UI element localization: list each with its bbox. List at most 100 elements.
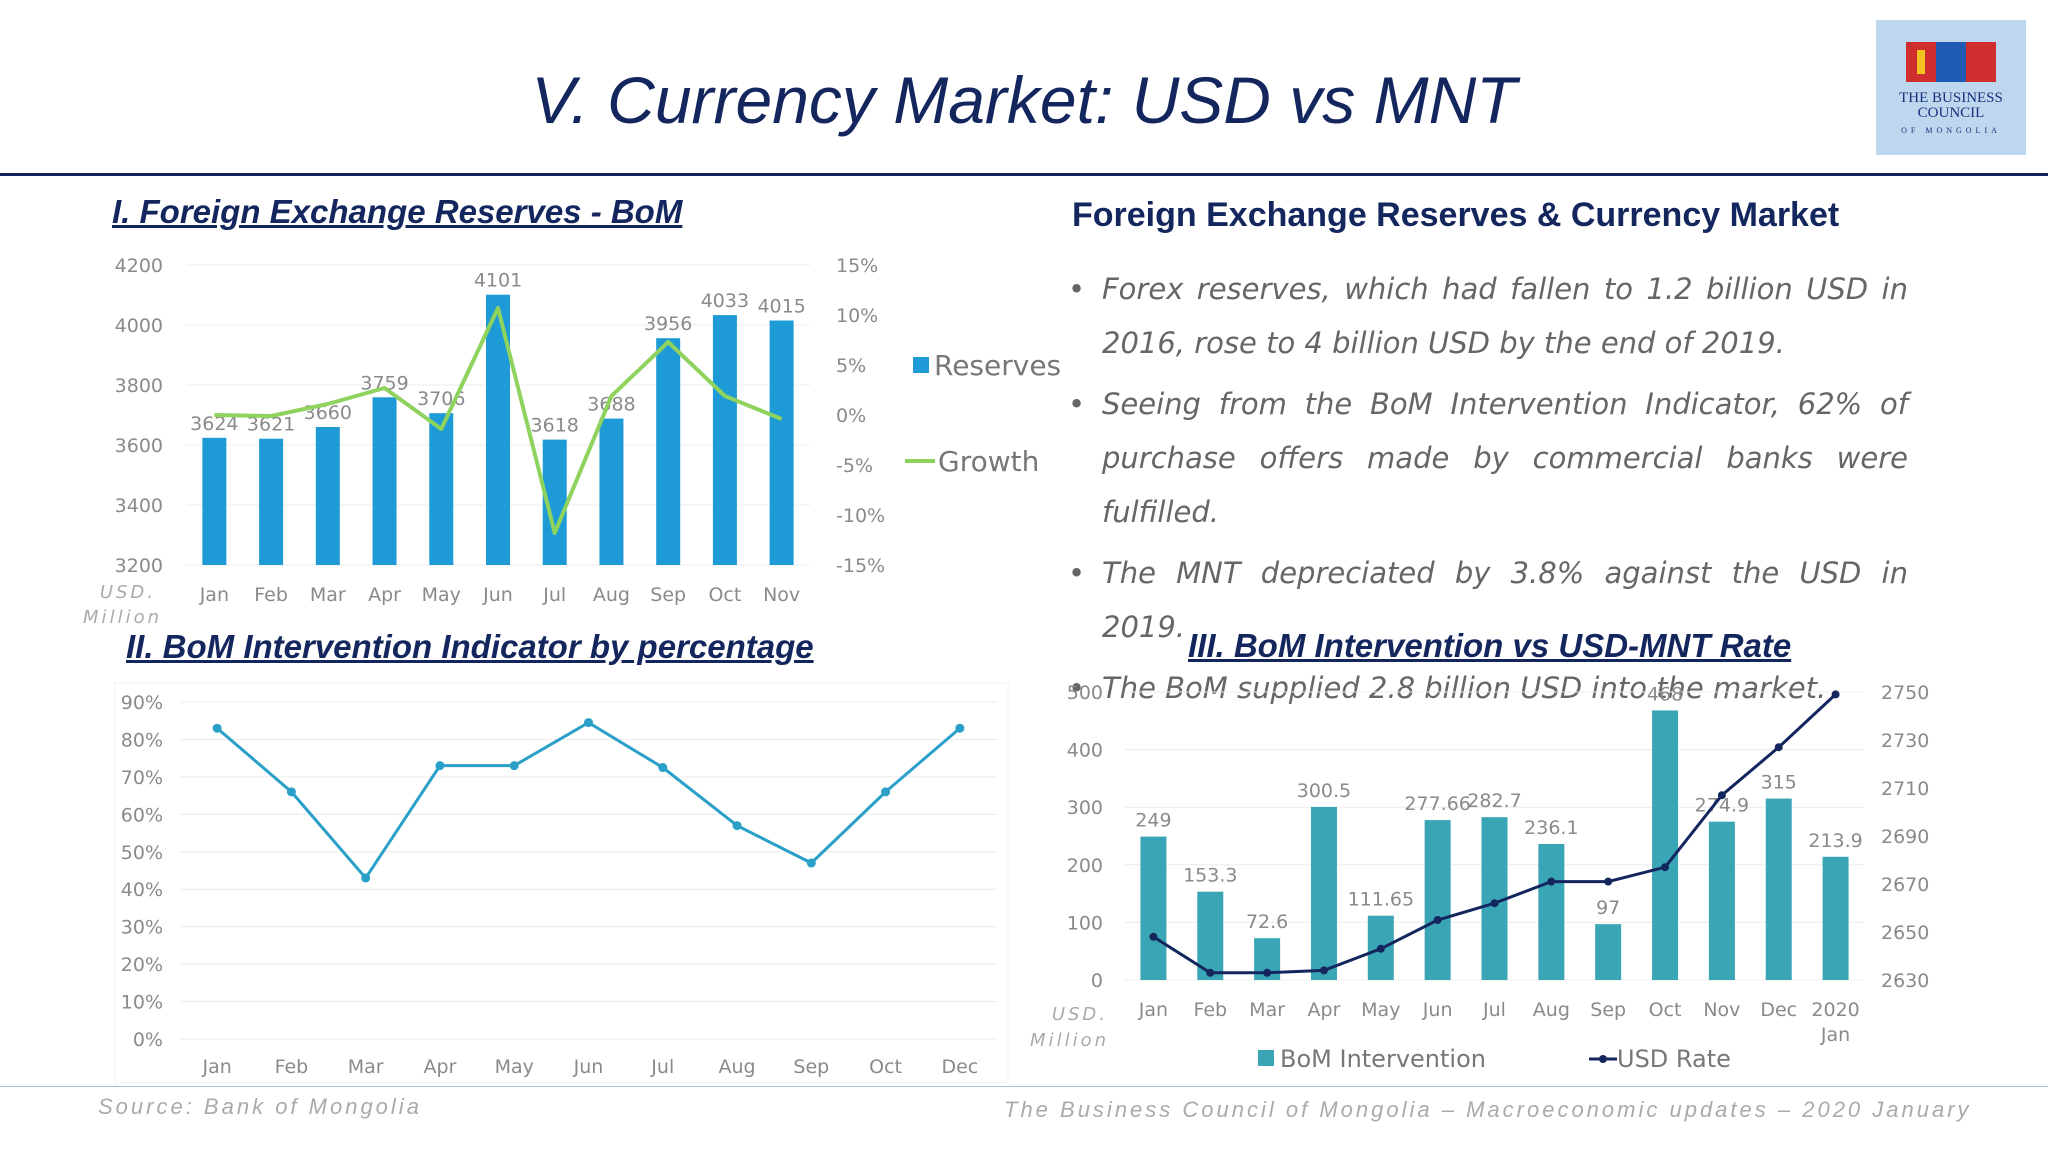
x-tick-label: Mar [348, 1056, 384, 1078]
panel3-title: III. BoM Intervention vs USD-MNT Rate [1188, 627, 1792, 664]
y2-tick-label: -10% [836, 505, 885, 527]
growth-line [214, 306, 783, 535]
usd-rate-point [1319, 966, 1328, 975]
y-tick-label: 30% [121, 917, 163, 939]
x-tick-label: Jul [542, 584, 566, 606]
x-tick-label: Dec [941, 1056, 978, 1078]
x-tick-label: Dec [1760, 999, 1797, 1021]
x-tick-label: Jun [1422, 999, 1453, 1021]
x-tick-label: Apr [424, 1056, 457, 1078]
x-tick-label: Jan [199, 584, 229, 606]
reserves-bar [769, 320, 794, 565]
reserves-bar [315, 427, 340, 565]
x-tick-label: Sep [793, 1056, 829, 1078]
x-tick-label: May [1361, 999, 1400, 1021]
y-tick-label: 3200 [115, 555, 163, 577]
indicator-point [732, 821, 742, 831]
x-tick-label: Aug [1533, 999, 1570, 1021]
bullet-list: • Forex reserves, which had fallen to 1.2… [1068, 262, 1908, 722]
legend-label: BoM Intervention [1280, 1045, 1486, 1073]
indicator-point [509, 761, 519, 771]
y-axis-label: Million [83, 607, 162, 628]
intervention-bar [1197, 891, 1224, 980]
y-tick-label: 300 [1067, 797, 1103, 819]
y2-tick-label: 2730 [1881, 730, 1929, 752]
y-tick-label: 80% [121, 729, 163, 751]
y2-tick-label: 2690 [1881, 826, 1929, 848]
indicator-line [216, 720, 961, 881]
y-tick-label: 200 [1067, 855, 1103, 877]
y-axis-label: USD. [100, 582, 156, 603]
data-label: 4015 [757, 296, 805, 318]
x-tick-label: Jan [1820, 1024, 1850, 1046]
y2-tick-label: -5% [836, 455, 873, 477]
logo-line-2: COUNCIL [1917, 105, 1985, 121]
usd-rate-point [1490, 899, 1499, 908]
y-tick-label: 100 [1067, 912, 1103, 934]
y2-tick-label: 2670 [1881, 874, 1929, 896]
usd-rate-point [1547, 877, 1556, 886]
indicator-point [806, 858, 816, 868]
bullet-text: The BoM supplied 2.8 billion USD into th… [1102, 671, 1827, 705]
y-tick-label: 20% [121, 954, 163, 976]
x-tick-label: Apr [1308, 999, 1341, 1021]
y2-tick-label: 5% [836, 355, 866, 377]
intervention-bar [1822, 856, 1849, 980]
indicator-point [584, 718, 593, 728]
x-tick-label: Nov [1703, 999, 1740, 1021]
footer-text: The Business Council of Mongolia – Macro… [1004, 1097, 1972, 1122]
x-tick-label: 2020 [1811, 999, 1859, 1021]
reserves-bar [429, 413, 454, 565]
intervention-bar [1765, 798, 1792, 980]
x-tick-label: Apr [368, 584, 401, 606]
indicator-point [955, 723, 965, 733]
reserves-bar [202, 437, 227, 565]
data-label: 249 [1135, 810, 1171, 832]
y-tick-label: 50% [121, 842, 163, 864]
x-tick-label: Jun [573, 1056, 604, 1078]
reserves-bar [712, 315, 737, 565]
x-tick-label: Mar [1249, 999, 1285, 1021]
reserves-bar [656, 338, 681, 565]
panel1-title: I. Foreign Exchange Reserves - BoM [112, 193, 683, 230]
legend-swatch [913, 357, 929, 373]
intervention-bar [1595, 924, 1622, 980]
x-tick-label: Mar [310, 584, 346, 606]
usd-rate-point [1831, 690, 1840, 699]
usd-rate-point [1263, 968, 1272, 977]
source-note: Source: Bank of Mongolia [98, 1094, 422, 1119]
usd-rate-point [1376, 944, 1385, 953]
y-tick-label: 4200 [115, 255, 163, 277]
data-label: 111.65 [1348, 889, 1414, 911]
data-label: 97 [1596, 897, 1620, 919]
x-tick-label: Jul [1482, 999, 1506, 1021]
y-tick-label: 400 [1067, 740, 1103, 762]
intervention-bar [1424, 820, 1451, 980]
data-label: 3759 [360, 372, 408, 394]
y-axis-label: USD. [1052, 1004, 1108, 1025]
intervention-bar [1310, 806, 1337, 980]
intervention-bar [1708, 821, 1735, 980]
data-label: 213.9 [1808, 830, 1862, 852]
data-label: 300.5 [1297, 780, 1351, 802]
panel2-title: II. BoM Intervention Indicator by percen… [126, 628, 814, 665]
usd-rate-point [1604, 877, 1613, 886]
right-heading: Foreign Exchange Reserves & Currency Mar… [1072, 196, 1840, 234]
usd-rate-point [1774, 743, 1783, 752]
y-tick-label: 90% [121, 692, 163, 714]
legend-swatch [1258, 1050, 1274, 1066]
x-tick-label: Aug [718, 1056, 755, 1078]
data-label: 3624 [190, 413, 238, 435]
y2-tick-label: 2650 [1881, 922, 1929, 944]
usd-rate-point [1661, 863, 1670, 872]
usd-rate-point [1433, 916, 1442, 924]
data-label: 277.66 [1404, 793, 1470, 815]
company-logo: THE BUSINESS COUNCIL OF MONGOLIA [1876, 20, 2026, 155]
data-label: 153.3 [1183, 865, 1237, 887]
data-label: 3618 [531, 415, 579, 437]
page-title: V. Currency Market: USD vs MNT [531, 63, 1517, 137]
data-label: 72.6 [1246, 911, 1288, 933]
usd-rate-point [1149, 932, 1158, 941]
usd-rate-point [1717, 791, 1726, 800]
